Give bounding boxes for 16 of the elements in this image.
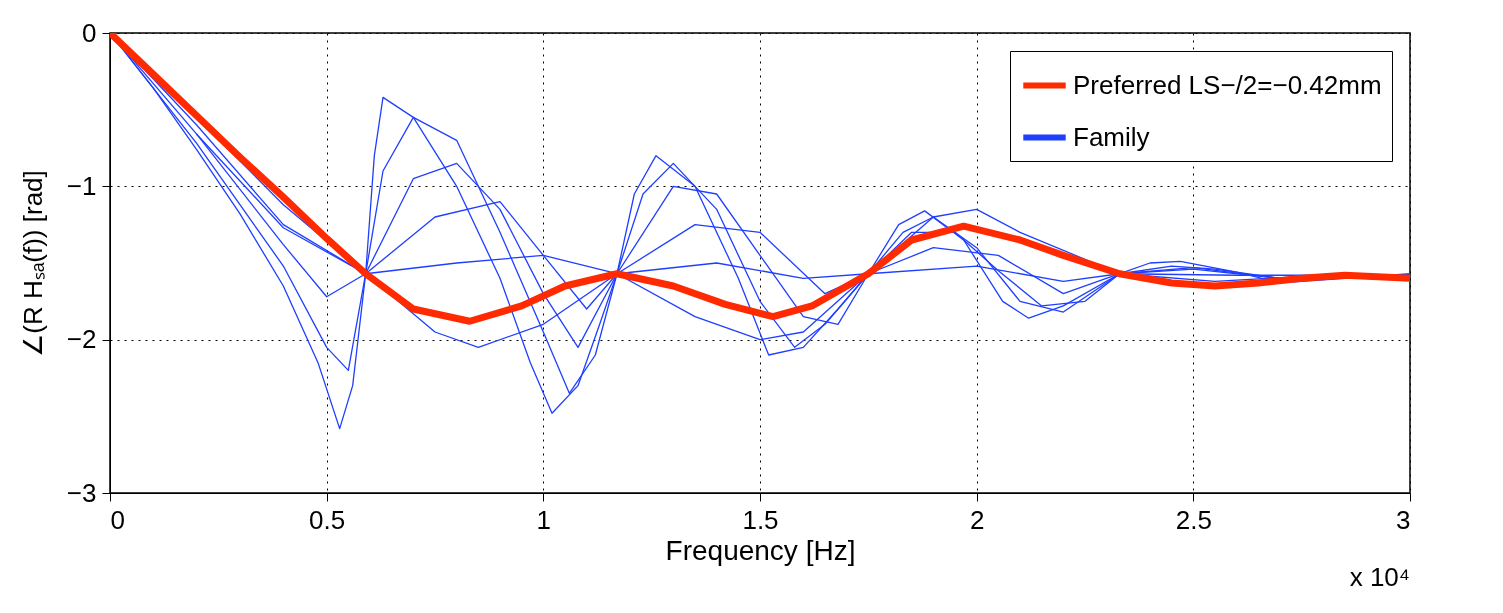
y-axis-title: ∠(R Hₛₐ(f)) [rad] bbox=[17, 170, 48, 357]
y-tick-label: −3 bbox=[66, 477, 97, 508]
x-tick-label: 2 bbox=[969, 504, 985, 535]
y-tick-label: −1 bbox=[66, 170, 97, 201]
x-tick-label: 0 bbox=[110, 504, 125, 535]
y-tick-label: −2 bbox=[66, 324, 97, 355]
text: x 10⁴ bbox=[1349, 562, 1410, 592]
legend-label: Preferred LS−/2=−0.42mm bbox=[1073, 69, 1382, 100]
x-tick-label: 1.5 bbox=[742, 504, 779, 535]
legend-label: Family bbox=[1073, 121, 1150, 152]
x-tick-label: 0.5 bbox=[309, 504, 346, 535]
x-tick-label: 3 bbox=[1396, 504, 1411, 535]
x-axis-title: Frequency [Hz] bbox=[665, 534, 856, 566]
x-tick-label: 1 bbox=[536, 504, 552, 535]
x-tick-label: 2.5 bbox=[1175, 504, 1212, 535]
y-tick-label: 0 bbox=[82, 17, 97, 48]
